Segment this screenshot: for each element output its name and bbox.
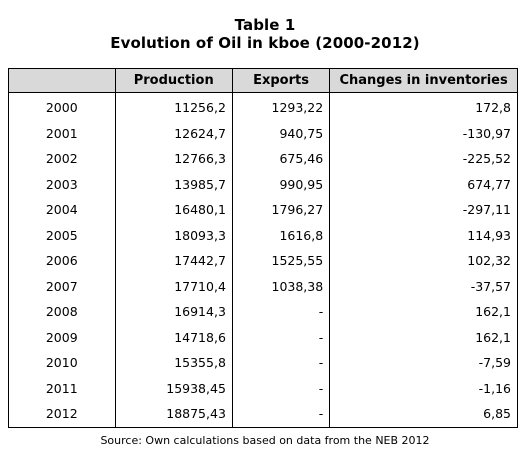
- changes-cell: -1,16: [329, 375, 518, 401]
- year-cell: 2012: [8, 401, 116, 428]
- exports-cell: -: [231, 375, 331, 401]
- exports-cell: 1293,22: [231, 92, 331, 121]
- production-cell: 16914,3: [114, 299, 233, 325]
- production-cell: 13985,7: [114, 171, 233, 197]
- exports-cell: 940,75: [231, 120, 331, 146]
- header-changes-in-inventories: Changes in inventories: [329, 68, 518, 93]
- year-cell: 2006: [8, 248, 116, 274]
- production-cell: 14718,6: [114, 324, 233, 350]
- year-cell: 2011: [8, 375, 116, 401]
- table-row: 2010 15355,8- -7,59: [8, 350, 518, 376]
- production-cell: 15355,8: [114, 350, 233, 376]
- table-row: 2000 11256,2 1293,22 172,8: [8, 92, 518, 121]
- changes-cell: 114,93: [329, 222, 518, 248]
- changes-cell: -225,52: [329, 146, 518, 172]
- table-row: 2004 16480,1 1796,27 -297,11: [8, 197, 518, 223]
- changes-cell: 162,1: [329, 299, 518, 325]
- source-note: Source: Own calculations based on data f…: [100, 434, 430, 447]
- oil-data-table: Production Exports Changes in inventorie…: [8, 68, 518, 428]
- changes-cell: -130,97: [329, 120, 518, 146]
- production-cell: 12624,7: [114, 120, 233, 146]
- changes-cell: -37,57: [329, 273, 518, 299]
- production-cell: 15938,45: [114, 375, 233, 401]
- table-row: 2008 16914,3-162,1: [8, 299, 518, 325]
- table-row: 2005 18093,3 1616,8 114,93: [8, 222, 518, 248]
- year-cell: 2001: [8, 120, 116, 146]
- table-row: 2007 17710,4 1038,38 -37,57: [8, 273, 518, 299]
- changes-cell: -7,59: [329, 350, 518, 376]
- header-year: [8, 68, 116, 93]
- year-cell: 2010: [8, 350, 116, 376]
- production-cell: 17442,7: [114, 248, 233, 274]
- table-row: 2012 18875,43-6,85: [8, 401, 518, 428]
- table-title-block: Table 1 Evolution of Oil in kboe (2000-2…: [0, 0, 530, 52]
- production-cell: 12766,3: [114, 146, 233, 172]
- table-subtitle: Evolution of Oil in kboe (2000-2012): [110, 34, 420, 52]
- exports-cell: 675,46: [231, 146, 331, 172]
- table-row: 2011 15938,45- -1,16: [8, 375, 518, 401]
- exports-cell: -: [231, 401, 331, 428]
- exports-cell: 1038,38: [231, 273, 331, 299]
- year-cell: 2000: [8, 92, 116, 121]
- year-cell: 2002: [8, 146, 116, 172]
- exports-cell: 1616,8: [231, 222, 331, 248]
- exports-cell: 1796,27: [231, 197, 331, 223]
- production-cell: 16480,1: [114, 197, 233, 223]
- changes-cell: 674,77: [329, 171, 518, 197]
- year-cell: 2003: [8, 171, 116, 197]
- changes-cell: 6,85: [329, 401, 518, 428]
- production-cell: 18875,43: [114, 401, 233, 428]
- table-body: 2000 11256,2 1293,22 172,8 2001 12624,7 940,75…: [8, 92, 518, 428]
- production-cell: 17710,4: [114, 273, 233, 299]
- changes-cell: -297,11: [329, 197, 518, 223]
- year-cell: 2005: [8, 222, 116, 248]
- exports-cell: -: [231, 299, 331, 325]
- exports-cell: 1525,55: [231, 248, 331, 274]
- year-cell: 2008: [8, 299, 116, 325]
- header-row: Production Exports Changes in inventorie…: [8, 68, 518, 93]
- production-cell: 18093,3: [114, 222, 233, 248]
- year-cell: 2009: [8, 324, 116, 350]
- changes-cell: 162,1: [329, 324, 518, 350]
- year-cell: 2007: [8, 273, 116, 299]
- table-title: Table 1: [234, 16, 296, 34]
- exports-cell: 990,95: [231, 171, 331, 197]
- table-row: 2003 13985,7 990,95 674,77: [8, 171, 518, 197]
- exports-cell: -: [231, 350, 331, 376]
- header-production: Production: [114, 68, 233, 93]
- table-row: 2002 12766,3 675,46 -225,52: [8, 146, 518, 172]
- header-exports: Exports: [231, 68, 331, 93]
- production-cell: 11256,2: [114, 92, 233, 121]
- table-row: 2009 14718,6-162,1: [8, 324, 518, 350]
- changes-cell: 102,32: [329, 248, 518, 274]
- table-row: 2006 17442,7 1525,55 102,32: [8, 248, 518, 274]
- table-row: 2001 12624,7 940,75 -130,97: [8, 120, 518, 146]
- exports-cell: -: [231, 324, 331, 350]
- year-cell: 2004: [8, 197, 116, 223]
- changes-cell: 172,8: [329, 92, 518, 121]
